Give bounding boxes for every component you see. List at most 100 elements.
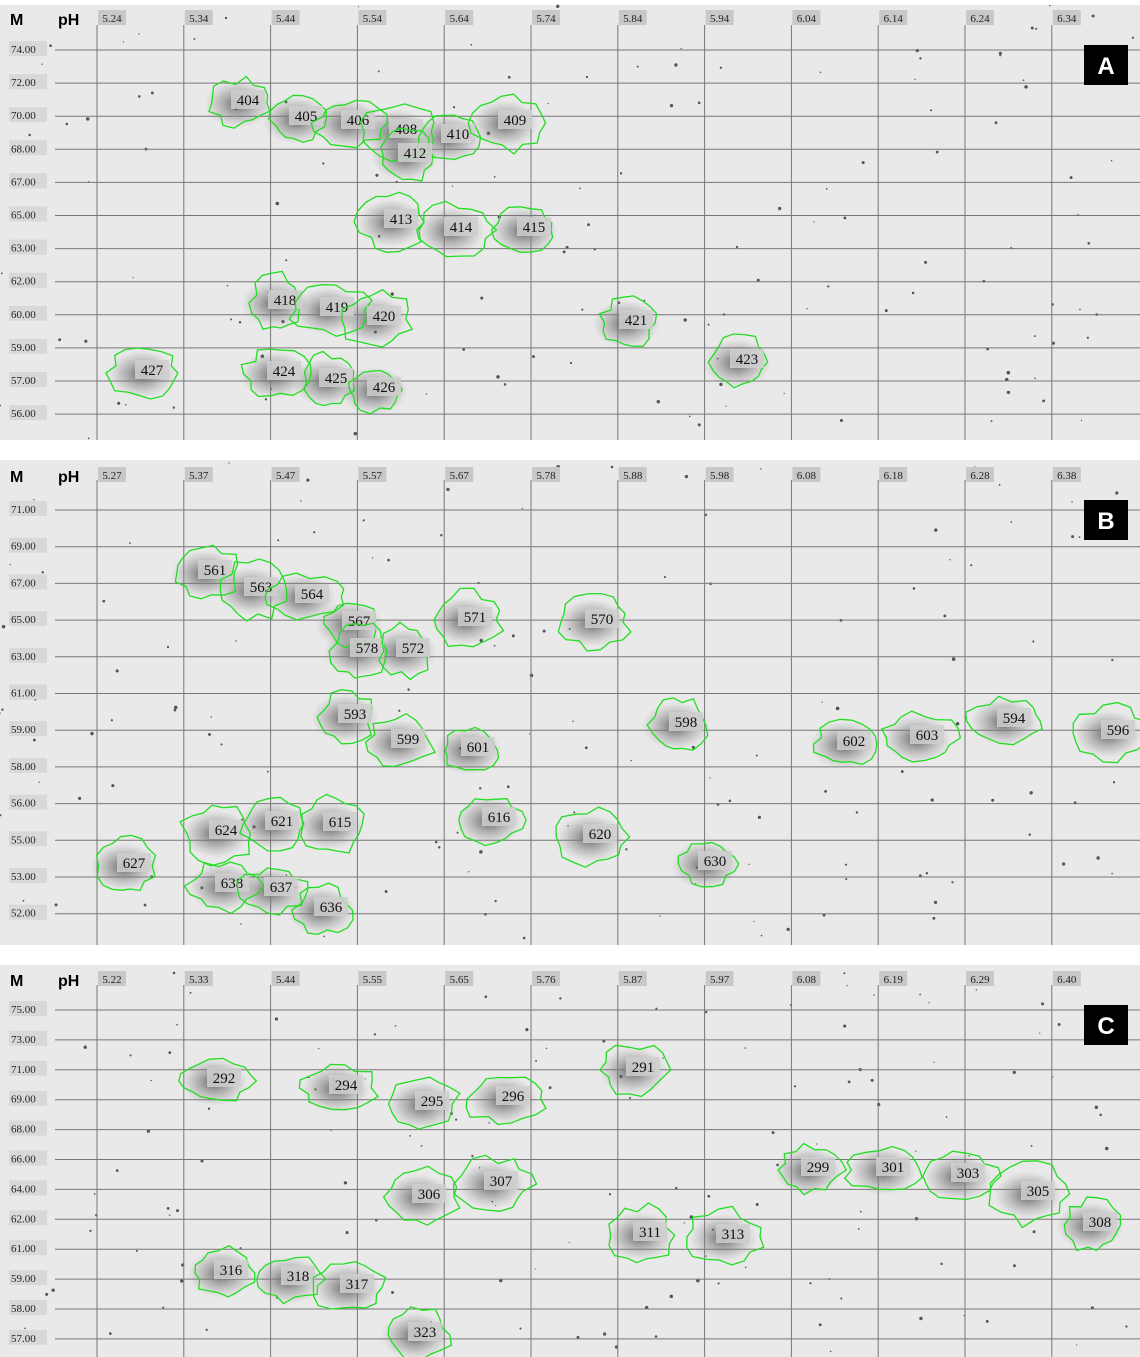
speck xyxy=(180,1279,183,1282)
speck xyxy=(385,890,388,893)
speck xyxy=(313,531,315,533)
speck xyxy=(323,936,325,938)
speck xyxy=(585,746,588,749)
speck xyxy=(946,1116,948,1118)
axis-label: M xyxy=(10,469,23,486)
speck xyxy=(58,338,61,341)
axis-label: M xyxy=(10,973,23,990)
speck xyxy=(662,1057,663,1058)
speck xyxy=(603,1332,606,1335)
ph-tick-label: 6.34 xyxy=(1057,13,1077,25)
spot-label: 567 xyxy=(348,614,371,630)
speck xyxy=(138,95,141,98)
speck xyxy=(116,1169,119,1172)
spot-label: 308 xyxy=(1089,1215,1112,1231)
speck xyxy=(901,770,904,773)
speck xyxy=(130,1054,132,1056)
speck xyxy=(375,174,378,177)
speck xyxy=(275,1017,278,1020)
m-tick-label: 59.00 xyxy=(11,1273,36,1285)
speck xyxy=(1007,391,1010,394)
ph-tick-label: 5.33 xyxy=(189,974,209,986)
m-tick-label: 56.00 xyxy=(11,798,36,810)
speck xyxy=(86,117,89,120)
m-tick-label: 64.00 xyxy=(11,1183,36,1195)
speck xyxy=(1105,1147,1109,1151)
axis-label: pH xyxy=(58,973,79,990)
speck xyxy=(1031,1145,1033,1147)
m-tick-label: 65.00 xyxy=(11,614,36,626)
spot-label: 296 xyxy=(502,1089,525,1105)
speck xyxy=(670,104,673,107)
panel-letter: C xyxy=(1097,1013,1114,1040)
speck xyxy=(913,587,916,590)
spot-label: 636 xyxy=(320,900,343,916)
m-tick-label: 67.00 xyxy=(11,176,36,188)
speck xyxy=(1071,501,1072,502)
speck xyxy=(991,420,993,422)
speck xyxy=(970,564,972,566)
speck xyxy=(556,5,559,8)
speck xyxy=(479,787,481,789)
speck xyxy=(1125,1325,1127,1327)
speck xyxy=(453,106,455,108)
m-tick-label: 69.00 xyxy=(11,1094,36,1106)
spot-label: 602 xyxy=(843,734,866,750)
speck xyxy=(548,103,549,104)
speck xyxy=(660,915,661,916)
spot-label: 410 xyxy=(447,127,470,143)
speck xyxy=(845,864,847,866)
speck xyxy=(729,799,732,802)
spot-label: 418 xyxy=(274,293,297,309)
ph-tick-label: 5.34 xyxy=(189,13,209,25)
spot-label: 620 xyxy=(589,827,612,843)
ph-tick-label: 5.88 xyxy=(623,470,643,482)
speck xyxy=(1087,337,1089,339)
speck xyxy=(221,743,223,745)
speck xyxy=(1034,377,1036,379)
speck xyxy=(42,571,44,573)
spot-label: 301 xyxy=(882,1160,905,1176)
speck xyxy=(227,285,229,287)
ph-tick-label: 5.94 xyxy=(710,13,730,25)
speck xyxy=(1030,791,1033,794)
speck xyxy=(322,162,324,164)
speck xyxy=(374,1033,376,1035)
speck xyxy=(173,972,176,975)
ph-tick-label: 5.64 xyxy=(450,13,470,25)
speck xyxy=(845,878,847,880)
speck xyxy=(579,187,581,189)
speck xyxy=(778,207,781,210)
speck xyxy=(1013,1071,1016,1074)
speck xyxy=(753,921,754,922)
spot-label: 603 xyxy=(916,728,939,744)
speck xyxy=(363,519,365,521)
spot-label: 412 xyxy=(404,146,427,162)
speck xyxy=(577,1336,580,1339)
speck xyxy=(819,1323,822,1326)
speck xyxy=(934,1062,935,1063)
speck xyxy=(407,688,409,690)
speck xyxy=(885,309,888,312)
speck xyxy=(90,732,93,735)
speck xyxy=(698,423,701,426)
speck xyxy=(625,848,627,850)
speck xyxy=(117,402,120,405)
speck xyxy=(586,76,588,78)
speck xyxy=(208,1107,210,1109)
ph-tick-label: 6.19 xyxy=(884,974,904,986)
speck xyxy=(239,321,241,323)
speck xyxy=(1029,833,1031,835)
speck xyxy=(873,994,874,995)
m-tick-label: 52.00 xyxy=(11,908,36,920)
speck xyxy=(760,468,762,470)
speck xyxy=(1,272,3,274)
speck xyxy=(758,816,761,819)
speck xyxy=(862,161,865,164)
speck xyxy=(211,716,212,717)
m-tick-label: 61.00 xyxy=(11,688,36,700)
speck xyxy=(346,1231,349,1234)
speck xyxy=(1062,862,1065,865)
speck xyxy=(138,33,139,34)
speck xyxy=(572,721,574,723)
